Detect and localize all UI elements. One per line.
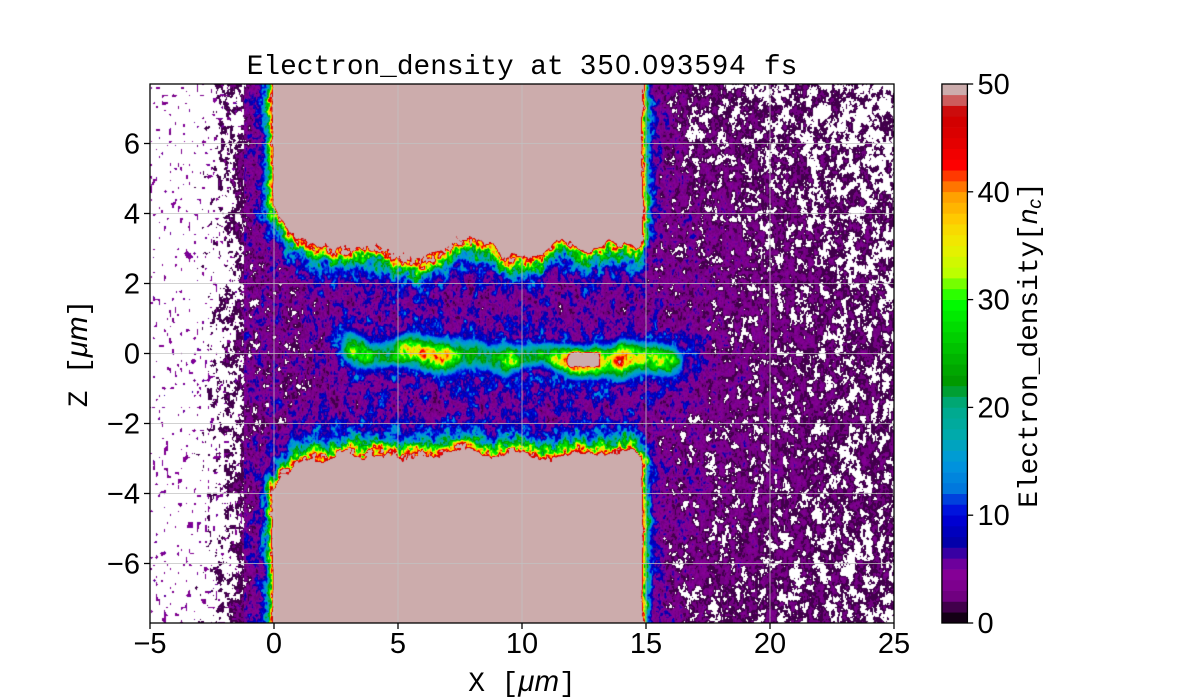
svg-text:2: 2 [124,269,140,301]
svg-text:4: 4 [124,199,140,231]
svg-text:0: 0 [978,608,994,640]
svg-text:6: 6 [124,129,140,161]
svg-text:20: 20 [978,392,1010,424]
svg-text:X [μm]: X [μm] [468,665,575,700]
svg-text:−4: −4 [107,479,140,511]
svg-text:−6: −6 [107,549,140,581]
svg-text:Z [μm]: Z [μm] [61,300,96,407]
svg-text:15: 15 [630,628,662,660]
svg-text:25: 25 [878,628,910,660]
svg-text:10: 10 [978,500,1010,532]
svg-text:0: 0 [266,628,282,660]
svg-text:10: 10 [506,628,538,660]
svg-text:Electron_density[nc]: Electron_density[nc] [1012,182,1046,507]
svg-text:20: 20 [754,628,786,660]
svg-text:40: 40 [978,177,1010,209]
svg-text:50: 50 [978,69,1010,101]
svg-text:−5: −5 [133,628,166,660]
svg-text:Electron_density at 350.093594: Electron_density at 350.093594 fs [247,49,798,83]
svg-text:−2: −2 [107,409,140,441]
svg-text:0: 0 [124,339,140,371]
svg-text:5: 5 [390,628,406,660]
svg-text:30: 30 [978,285,1010,317]
